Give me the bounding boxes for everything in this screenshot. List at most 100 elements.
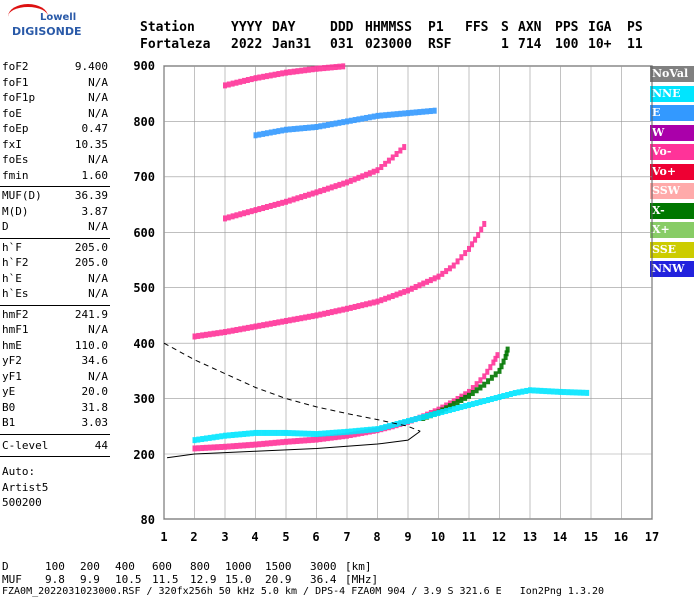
trace-point [211,330,216,337]
separator [0,186,110,187]
trace-point [207,444,212,451]
trace-point [371,113,376,120]
trace-point [219,433,224,440]
trace-point [249,441,254,448]
trace-point [367,426,372,433]
trace-point [352,428,357,435]
trace-point [299,194,304,201]
trace-point [234,79,239,86]
param-row: B0 31.8 [2,401,108,416]
trace-point [394,291,399,298]
trace-point [394,150,399,157]
trace-point [428,277,433,284]
hdr-value: RSF [428,37,452,52]
trace-point [287,126,292,133]
trace-point [242,210,247,217]
trace-point [520,388,525,395]
trace-point [348,177,353,184]
footer-value: 100 [45,560,65,573]
trace-point [337,63,342,70]
param-name: h`Es [2,287,29,300]
param-row: C-level 44 [2,439,108,454]
trace-point [203,435,208,442]
trace-point [223,443,227,450]
auto-scaling-text: Auto: [2,465,36,478]
logo-brand: Lowell [40,12,77,23]
trace-point [455,399,460,406]
trace-point [348,432,353,439]
trace-point [242,77,247,84]
trace-point [447,265,452,272]
trace-point [314,189,319,196]
trace-point [550,388,555,395]
trace-point [325,430,330,437]
trace-point [230,443,235,450]
param-name: hmF2 [2,307,29,321]
trace-point [284,198,288,205]
trace-point [238,211,243,218]
y-tick-label: 80 [140,513,155,527]
param-value: 110.0 [74,338,108,352]
trace-point [467,245,471,252]
separator [0,237,110,239]
trace-point [436,410,441,417]
trace-point [318,65,323,72]
param-row: h`E N/A [2,272,108,287]
trace-point [226,328,231,335]
trace-point [425,278,430,285]
trace-point [276,128,281,135]
trace-point [463,394,468,401]
param-value: 3.87 [81,204,109,218]
legend-item: NNW [650,261,694,277]
trace-point [253,429,258,436]
trace-point [402,144,407,151]
trace-point [257,74,262,81]
trace-point [314,431,319,438]
trace-point [428,108,433,115]
trace-point [406,287,410,294]
trace-point [516,389,521,396]
trace-point [455,395,460,402]
trace-point [245,209,250,216]
trace-point [345,428,349,435]
auto-scaling-text: Artist5 [2,480,49,494]
hdr-value: 023000 [365,37,412,52]
trace-point [497,367,502,374]
trace-point [356,427,361,434]
trace-point [503,354,508,360]
param-name: fmin [2,168,29,182]
footer-info: FZA0M_2022031023000.RSF / 320fx256h 50 k… [2,586,605,597]
hdr-label: PPS [555,20,579,35]
trace-point [333,64,338,71]
trace-point [499,363,504,370]
trace-point [264,73,269,80]
trace-point [249,76,254,83]
footer-value: 200 [80,560,100,573]
trace-point [253,207,258,214]
trace-point [455,405,460,412]
trace-point [554,388,559,395]
footer-value: 15.0 [225,573,252,586]
trace-point [291,316,296,323]
trace-point [245,76,250,83]
trace-point [230,432,235,439]
y-tick-label: 800 [133,115,155,129]
trace-point [329,184,334,191]
trace-point [268,440,273,447]
trace-point [276,429,281,436]
param-row: yF2 34.6 [2,354,108,369]
separator [0,456,110,457]
trace-point [379,297,384,304]
trace-point [226,432,231,439]
trace-point [360,115,365,122]
trace-point [207,331,212,338]
trace-point [482,373,487,380]
trace-point [360,302,365,309]
trace-point [356,116,361,123]
trace-point [478,377,483,384]
trace-point [280,439,285,446]
param-value: N/A [88,75,108,89]
footer-value: 3000 [310,560,337,573]
trace-point [356,303,361,310]
trace-point [310,430,315,437]
